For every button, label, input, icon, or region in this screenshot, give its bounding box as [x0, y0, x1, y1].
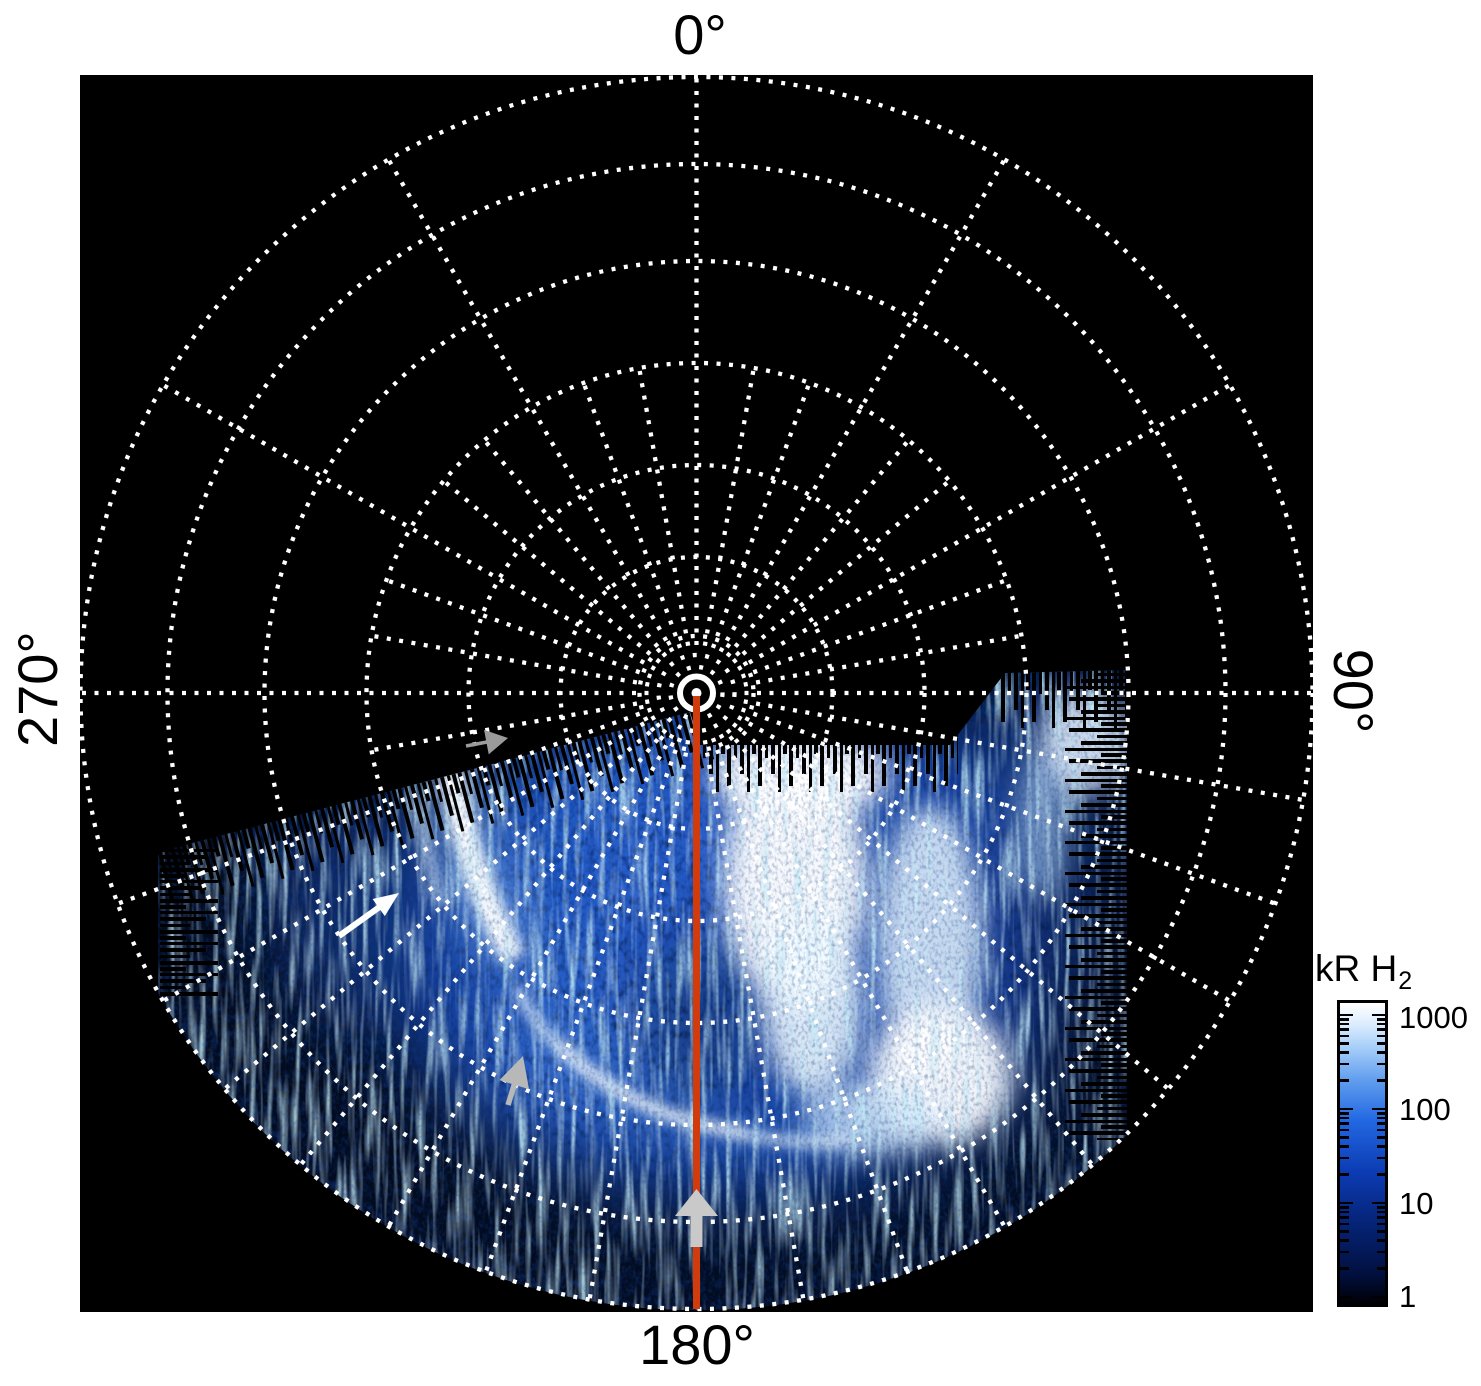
colorbar-tick	[1340, 1112, 1349, 1115]
colorbar-tick	[1376, 1230, 1385, 1233]
colorbar-tick	[1340, 1145, 1349, 1148]
colorbar-tick	[1372, 1107, 1385, 1111]
colorbar-tick	[1340, 1295, 1353, 1299]
arrow-lower-left-tail	[505, 1081, 518, 1106]
colorbar-tick	[1376, 1136, 1385, 1139]
colorbar-title: kR H2	[1315, 948, 1412, 995]
grid-spoke-80	[743, 633, 1022, 687]
colorbar-tick	[1340, 1042, 1349, 1045]
colorbar-tick	[1340, 1122, 1349, 1125]
colorbar-tick	[1376, 1079, 1385, 1082]
colorbar-tick	[1340, 1013, 1353, 1017]
colorbar-tick	[1340, 1206, 1349, 1209]
colorbar-tick	[1376, 1206, 1385, 1209]
colorbar-tick	[1376, 1028, 1385, 1031]
arrow-left-head	[372, 893, 399, 917]
colorbar-tick	[1340, 1216, 1349, 1219]
colorbar-tick	[1376, 1051, 1385, 1054]
center-dot	[691, 688, 702, 698]
arrow-bottom-head	[675, 1189, 718, 1216]
colorbar-tick	[1376, 1042, 1385, 1045]
grid-spoke-50	[731, 479, 951, 664]
arrow-upper-left-head	[484, 729, 508, 755]
colorbar-tick-label-1000: 1000	[1399, 1000, 1468, 1035]
colorbar-tick	[1340, 1230, 1349, 1233]
colorbar-tick	[1372, 1013, 1385, 1017]
angle-label-180: 180°	[639, 1313, 755, 1376]
colorbar-tick	[1376, 1222, 1385, 1226]
colorbar-tick	[1376, 1250, 1385, 1254]
colorbar-tick	[1340, 1116, 1349, 1120]
grid-spoke-20	[710, 382, 812, 649]
colorbar-tick-label-100: 100	[1399, 1092, 1451, 1127]
grid-spoke-70	[740, 578, 1008, 679]
colorbar-tick	[1376, 1239, 1385, 1242]
grid-spoke-10	[702, 367, 756, 647]
colorbar-tick-label-10: 10	[1399, 1186, 1434, 1221]
colorbar-tick	[1376, 1018, 1385, 1021]
colorbar-tick	[1340, 1136, 1349, 1139]
colorbar-tick	[1376, 1267, 1385, 1270]
arrow-lower-left-head	[499, 1056, 530, 1090]
colorbar-tick	[1376, 1173, 1385, 1176]
colorbar-tick	[1340, 1051, 1349, 1054]
grid-spoke-350	[637, 367, 691, 647]
grid-spoke-260	[371, 699, 650, 753]
grid-spoke-290	[385, 578, 653, 679]
grid-circle	[656, 652, 737, 734]
grid-spoke-280	[371, 633, 650, 687]
colorbar-tick	[1376, 1034, 1385, 1038]
colorbar-tick	[1340, 1210, 1349, 1214]
angle-label-90: 90°	[1322, 648, 1385, 734]
colorbar-tick	[1376, 1112, 1385, 1115]
colorbar-tick	[1376, 1122, 1385, 1125]
grid-circle	[80, 75, 1313, 1311]
colorbar-tick	[1340, 1267, 1349, 1270]
grid-spoke-40	[725, 438, 911, 658]
colorbar-tick	[1376, 1022, 1385, 1026]
colorbar-tick	[1340, 1062, 1349, 1066]
colorbar-tick	[1340, 1022, 1349, 1026]
colorbar-title-main: kR H	[1315, 948, 1398, 989]
grid-circle	[364, 360, 1029, 1026]
colorbar-tick	[1340, 1128, 1349, 1132]
colorbar-tick	[1376, 1156, 1385, 1160]
grid-circle	[165, 161, 1228, 1225]
colorbar-tick	[1376, 1116, 1385, 1120]
colorbar-tick	[1340, 1222, 1349, 1226]
arrow-left-tail	[337, 903, 383, 939]
colorbar-gradient	[1337, 1000, 1388, 1307]
colorbar-tick	[1340, 1201, 1353, 1205]
colorbar-tick	[1376, 1062, 1385, 1066]
colorbar-tick	[1340, 1156, 1349, 1160]
colorbar-tick	[1376, 1216, 1385, 1219]
arrow-upper-left-tail	[465, 740, 489, 748]
colorbar-tick	[1376, 1210, 1385, 1214]
annotation-arrows	[337, 729, 718, 1247]
angle-label-0: 0°	[673, 3, 727, 66]
colorbar-tick	[1340, 1250, 1349, 1254]
colorbar-tick	[1340, 1173, 1349, 1176]
colorbar-tick	[1372, 1295, 1385, 1299]
colorbar-tick	[1340, 1107, 1353, 1111]
colorbar-tick	[1340, 1034, 1349, 1038]
grid-spoke-320	[482, 438, 668, 658]
colorbar-title-subscript: 2	[1398, 967, 1413, 995]
colorbar-tick	[1340, 1079, 1349, 1082]
colorbar-tick	[1376, 1128, 1385, 1132]
grid-spoke-310	[442, 479, 662, 664]
colorbar-tick	[1340, 1239, 1349, 1242]
colorbar-tick	[1376, 1145, 1385, 1148]
grid-spoke-340	[581, 382, 683, 649]
grid-circle	[466, 462, 927, 924]
colorbar-tick-label-1: 1	[1399, 1279, 1417, 1314]
colorbar-tick	[1372, 1201, 1385, 1205]
colorbar-tick	[1340, 1018, 1349, 1021]
colorbar-tick	[1340, 1028, 1349, 1031]
angle-label-270: 270°	[6, 631, 69, 747]
